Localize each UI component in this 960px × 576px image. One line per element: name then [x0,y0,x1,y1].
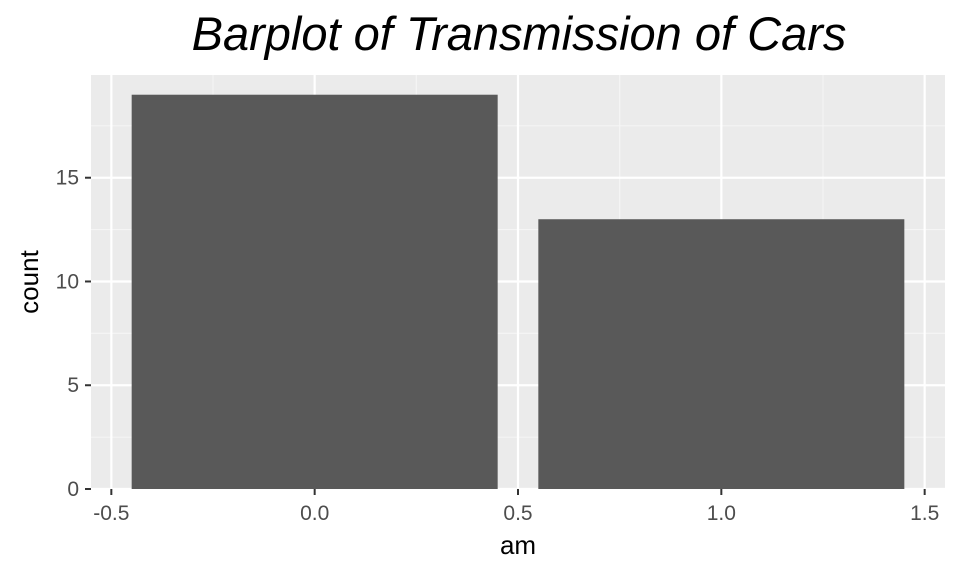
y-tick-label: 10 [56,270,79,293]
y-tick-label: 0 [67,478,79,501]
x-tick-label: -0.5 [93,502,129,525]
chart-title: Barplot of Transmission of Cars [192,7,847,60]
x-tick-label: 1.0 [707,502,736,525]
axis-ticks: -0.5 0.0 0.5 1.0 1.5 0 5 10 15 [56,167,940,525]
y-tick-label: 5 [67,374,79,397]
x-tick-label: 1.5 [910,502,939,525]
x-axis-label: am [500,530,536,560]
bar-am-1 [538,219,905,489]
y-tick-label: 15 [56,167,79,190]
bars [131,94,905,489]
bar-am-0 [131,94,498,489]
y-axis-label: count [14,249,44,313]
x-tick-label: 0.5 [503,502,532,525]
x-tick-label: 0.0 [300,502,329,525]
